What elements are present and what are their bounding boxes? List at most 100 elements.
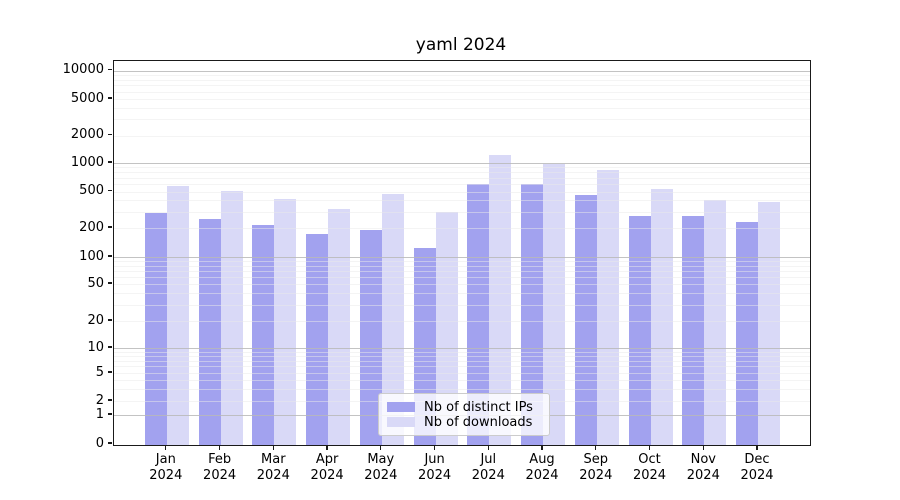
x-tick-label-jan: Jan 2024 xyxy=(149,452,183,483)
x-tick-mark xyxy=(380,445,382,450)
x-tick-mark xyxy=(326,445,328,450)
gridline-minor xyxy=(113,91,810,93)
bar-ips-oct xyxy=(628,216,651,445)
y-tick-label-0: 0 xyxy=(95,435,104,451)
gridline-minor xyxy=(113,304,810,306)
x-tick-label-may: May 2024 xyxy=(364,452,398,483)
gridline-minor xyxy=(113,373,810,374)
x-tick-label-feb: Feb 2024 xyxy=(203,452,237,483)
bar-downloads-mar xyxy=(274,199,297,445)
gridline-minor xyxy=(113,99,810,100)
y-tick-mark xyxy=(108,189,112,192)
bar-ips-feb xyxy=(198,219,221,445)
y-tick-mark xyxy=(108,68,112,71)
bar-downloads-dec xyxy=(758,202,780,445)
legend: Nb of distinct IPs Nb of downloads xyxy=(378,393,550,436)
bar-ips-apr xyxy=(306,233,329,445)
bar-ips-jul xyxy=(467,184,490,445)
x-tick-label-aug: Aug 2024 xyxy=(525,452,559,483)
x-tick-label-nov: Nov 2024 xyxy=(686,452,720,483)
y-tick-mark xyxy=(108,319,112,321)
gridline-minor xyxy=(113,177,810,179)
gridline-minor xyxy=(113,293,810,294)
gridline-minor xyxy=(113,265,810,267)
bar-downloads-nov xyxy=(704,199,727,445)
gridline-minor xyxy=(113,200,810,202)
y-tick-label-10000: 10000 xyxy=(62,62,104,77)
legend-swatch-ips xyxy=(387,402,415,412)
bar-ips-dec xyxy=(736,221,758,445)
gridline-minor xyxy=(113,119,810,121)
gridline-minor xyxy=(113,85,810,87)
bar-ips-jan xyxy=(144,213,167,445)
x-tick-mark xyxy=(487,445,489,450)
gridline-minor xyxy=(113,135,810,137)
bar-ips-mar xyxy=(252,225,275,445)
legend-item-downloads: Nb of downloads xyxy=(387,414,540,430)
y-tick-mark xyxy=(108,226,112,228)
gridline-minor xyxy=(113,74,810,76)
y-tick-mark xyxy=(108,346,112,348)
bar-downloads-jun xyxy=(435,211,458,445)
y-tick-mark xyxy=(108,282,112,284)
gridline-minor xyxy=(113,270,810,272)
x-tick-mark xyxy=(165,445,167,450)
y-tick-mark xyxy=(108,97,112,99)
gridline-minor xyxy=(113,321,810,322)
legend-label-ips: Nb of distinct IPs xyxy=(424,399,533,415)
x-tick-label-mar: Mar 2024 xyxy=(256,452,290,483)
gridline-minor xyxy=(113,284,810,285)
y-tick-label-1000: 1000 xyxy=(70,154,104,170)
gridline-minor xyxy=(113,228,810,229)
gridline-minor xyxy=(113,356,810,357)
x-tick-label-sep: Sep 2024 xyxy=(579,452,613,483)
y-tick-label-50: 50 xyxy=(87,275,104,291)
bar-downloads-oct xyxy=(650,189,673,445)
x-tick-label-oct: Oct 2024 xyxy=(632,452,667,483)
gridline-minor xyxy=(113,261,810,263)
x-tick-label-apr: Apr 2024 xyxy=(310,452,344,483)
y-tick-label-500: 500 xyxy=(79,183,104,198)
x-tick-mark xyxy=(218,445,221,450)
x-tick-mark xyxy=(595,445,597,450)
gridline-minor xyxy=(113,107,810,109)
bar-downloads-may xyxy=(381,194,404,445)
gridline-minor xyxy=(113,79,810,81)
gridline-major xyxy=(113,70,810,72)
x-tick-mark xyxy=(702,445,704,450)
bar-ips-may xyxy=(359,230,382,445)
gridline-minor xyxy=(113,184,810,185)
y-tick-label-100: 100 xyxy=(79,248,104,264)
chart-title: yaml 2024 xyxy=(415,35,507,55)
gridline-major xyxy=(113,163,810,164)
gridline-major xyxy=(113,257,810,258)
gridline-minor xyxy=(113,211,810,213)
gridline-minor xyxy=(113,172,810,174)
bar-downloads-jul xyxy=(489,155,512,445)
gridline-minor xyxy=(113,388,810,390)
y-tick-label-5000: 5000 xyxy=(70,90,104,106)
x-tick-mark xyxy=(756,445,758,450)
y-tick-label-2000: 2000 xyxy=(70,127,104,142)
gridline-minor xyxy=(113,191,810,193)
bar-ips-nov xyxy=(682,216,705,445)
gridline-minor xyxy=(113,360,810,362)
bar-downloads-sep xyxy=(596,170,619,445)
x-tick-mark xyxy=(541,445,543,450)
x-tick-label-jul: Jul 2024 xyxy=(471,452,505,483)
y-tick-label-2: 2 xyxy=(95,392,104,408)
y-tick-mark xyxy=(108,371,112,373)
gridline-minor xyxy=(113,351,810,353)
y-tick-label-1: 1 xyxy=(95,406,104,422)
x-tick-mark xyxy=(272,445,274,450)
x-tick-mark xyxy=(648,445,651,450)
x-tick-label-dec: Dec 2024 xyxy=(740,452,774,483)
bar-ips-sep xyxy=(574,194,597,445)
gridline-minor xyxy=(113,276,810,278)
bar-downloads-jan xyxy=(166,186,189,445)
legend-label-downloads: Nb of downloads xyxy=(424,414,533,430)
bar-downloads-aug xyxy=(543,163,565,445)
bar-downloads-feb xyxy=(220,190,243,445)
y-tick-label-200: 200 xyxy=(79,219,104,235)
